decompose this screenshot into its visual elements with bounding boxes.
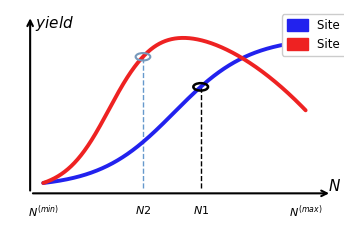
- Text: $N^{(min)}$: $N^{(min)}$: [28, 204, 59, 220]
- Text: $yield$: $yield$: [35, 14, 74, 33]
- Text: $N^{(max)}$: $N^{(max)}$: [289, 204, 322, 220]
- Text: $N$: $N$: [328, 178, 341, 194]
- Legend: Site 1, Site 2: Site 1, Site 2: [282, 14, 344, 56]
- Text: $N1$: $N1$: [193, 204, 209, 216]
- Text: $N2$: $N2$: [135, 204, 151, 216]
